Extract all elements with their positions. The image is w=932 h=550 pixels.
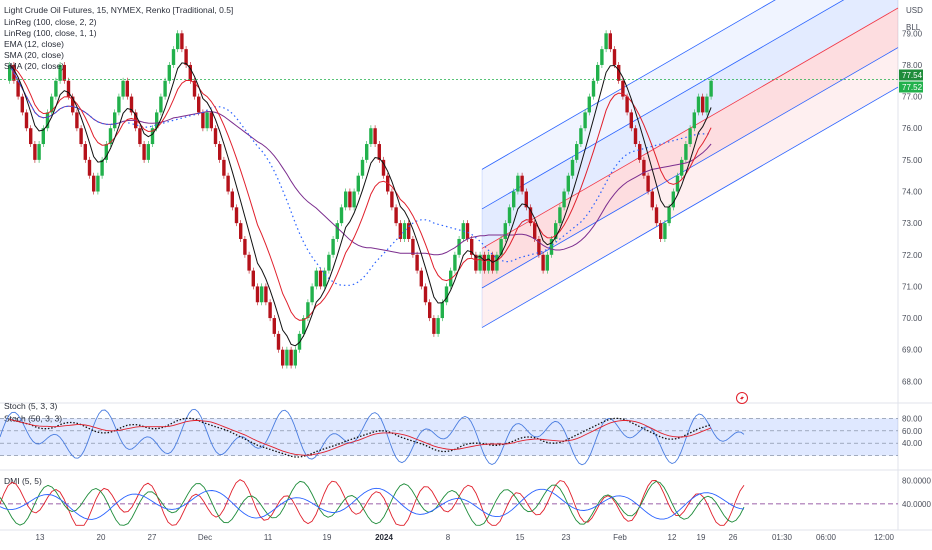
- time-tick-label: 01:30: [772, 533, 793, 542]
- price-tick-label: 77.00: [902, 93, 923, 102]
- prev-price-value: 77.52: [902, 83, 923, 92]
- legend-linreg1: LinReg (100, close, 2, 2): [4, 17, 97, 27]
- dmi-label: DMI (5, 5): [4, 476, 42, 486]
- dmi-minus-line: [0, 479, 745, 526]
- time-tick-label: 19: [323, 533, 332, 542]
- price-tick-label: 78.00: [902, 61, 923, 70]
- time-tick-label: 12:00: [874, 533, 895, 542]
- price-tick-label: 74.00: [902, 188, 923, 197]
- price-tick-label: 79.00: [902, 29, 923, 38]
- time-tick-label: 20: [97, 533, 106, 542]
- dmi-level-label: 80.0000: [902, 477, 931, 486]
- stoch-label-2: Stoch (50, 3, 3): [4, 414, 62, 424]
- channel-upper-line-2: [481, 0, 776, 170]
- time-tick-label: 8: [446, 533, 451, 542]
- price-tick-label: 69.00: [902, 346, 923, 355]
- renko-bricks: [8, 30, 713, 369]
- stoch-level-label: 60.00: [902, 427, 923, 436]
- stoch-band: [0, 418, 898, 456]
- last-price-tag: [899, 69, 923, 81]
- stoch-slow-k-line: [9, 417, 712, 458]
- ema-fast-line: [9, 62, 712, 347]
- flash-icon-bolt: [740, 395, 744, 401]
- symbol-title: Light Crude Oil Futures, 15, NYMEX, Renk…: [4, 5, 233, 15]
- channel-upper-inner-band: [482, 0, 898, 249]
- legend-sma2: SMA (20, close): [4, 61, 64, 71]
- stoch-label-1: Stoch (5, 3, 3): [4, 401, 58, 411]
- time-tick-label: Feb: [613, 533, 627, 542]
- time-tick-label: 12: [668, 533, 677, 542]
- unit-label: BLL: [906, 23, 921, 32]
- price-tick-label: 68.00: [902, 377, 923, 386]
- time-tick-label: 27: [148, 533, 157, 542]
- stoch-level-label: 80.00: [902, 414, 923, 423]
- time-tick-label: 13: [36, 533, 45, 542]
- stoch-fast-line: [0, 408, 745, 466]
- channel-lower-line-2: [481, 86, 899, 328]
- channel-lower-inner-band: [482, 8, 898, 289]
- time-tick-label: 06:00: [816, 533, 837, 542]
- legend-sma1: SMA (20, close): [4, 50, 64, 60]
- time-tick-label: 26: [729, 533, 738, 542]
- time-tick-label: 19: [697, 533, 706, 542]
- dmi-level-label: 40.0000: [902, 500, 931, 509]
- time-tick-label: Dec: [198, 533, 212, 542]
- price-tick-label: 75.00: [902, 156, 923, 165]
- legend-ema: EMA (12, close): [4, 39, 64, 49]
- price-tick-label: 70.00: [902, 314, 923, 323]
- time-tick-label: 23: [562, 533, 571, 542]
- stoch-level-label: 40.00: [902, 439, 923, 448]
- channel-upper-line-1: [481, 0, 845, 210]
- stoch-slow-d-line: [9, 418, 712, 456]
- currency-label: USD: [906, 6, 923, 15]
- sma-dotted-line: [9, 64, 712, 286]
- legend-linreg2: LinReg (100, close, 1, 1): [4, 28, 97, 38]
- dmi-plus-line: [0, 480, 745, 526]
- time-tick-label: 11: [264, 533, 273, 542]
- price-tick-label: 73.00: [902, 219, 923, 228]
- time-tick-label: 15: [516, 533, 525, 542]
- price-tick-label: 72.00: [902, 251, 923, 260]
- prev-price-tag: [899, 81, 923, 93]
- channel-lower-outer-band: [482, 47, 898, 328]
- last-price-value: 77.54: [902, 71, 923, 80]
- price-tick-label: 76.00: [902, 124, 923, 133]
- flash-icon: [736, 392, 748, 404]
- ema-line: [9, 64, 712, 321]
- price-tick-label: 71.00: [902, 282, 923, 291]
- time-tick-label: 2024: [375, 533, 393, 542]
- dmi-adx-line: [0, 487, 745, 520]
